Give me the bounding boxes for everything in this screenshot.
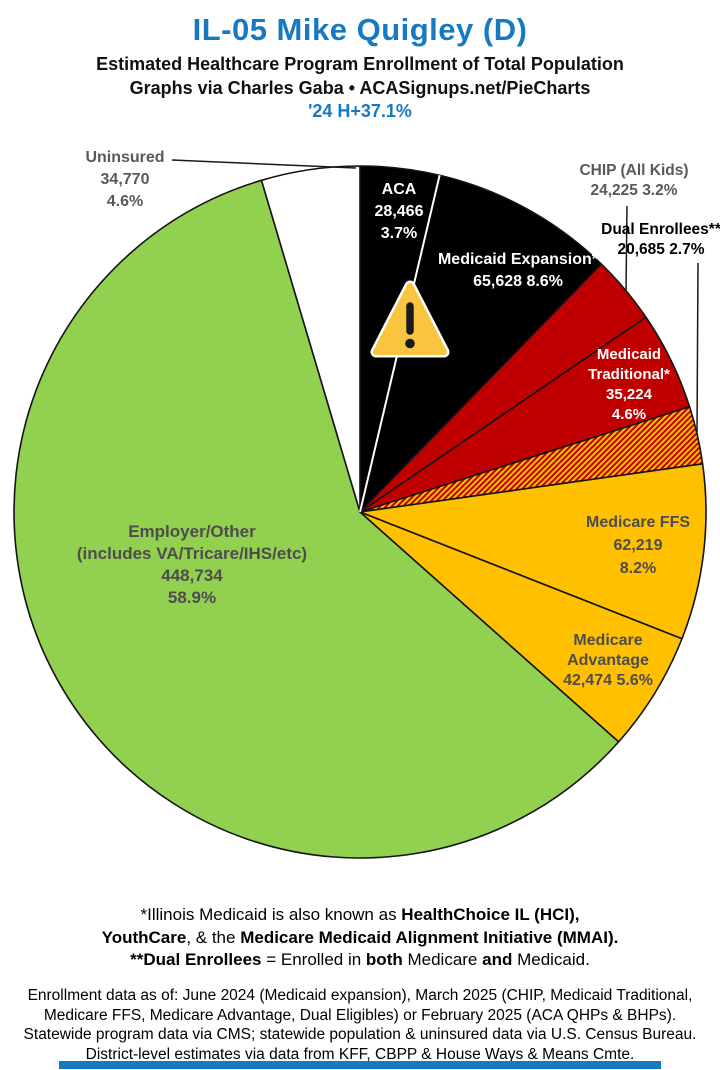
slice-pct: 8.2% [619,560,657,577]
slice-value: 448,734 [161,566,223,585]
credit-line: Graphs via Charles Gaba • ACASignups.net… [129,78,591,98]
slice-name: Medicaid Expansion* [437,251,599,268]
label-dual-enrollees: Dual Enrollees** 20,685 2.7% [601,220,720,260]
slice-subname: (includes VA/Tricare/IHS/etc) [76,544,308,563]
slice-name: CHIP (All Kids) [579,162,689,179]
footnote-line: **Dual Enrollees = Enrolled in both Medi… [130,950,590,969]
label-aca: ACA 28,466 3.7% [375,179,424,245]
footnote-definitions: *Illinois Medicaid is also known as Heal… [0,904,720,972]
slice-name: Employer/Other [128,522,256,541]
slice-name: ACA [381,181,417,198]
leader-dual-enrollees [696,262,699,435]
pie-slice-employer-other [13,179,620,859]
footnote-sources: Enrollment data as of: June 2024 (Medica… [0,986,720,1064]
slice-value-pct: 65,628 8.6% [473,273,563,290]
label-chip: CHIP (All Kids) 24,225 3.2% [579,161,688,201]
label-medicaid-expansion: Medicaid Expansion* 65,628 8.6% [438,249,598,293]
leader-chip [625,205,628,292]
footnote-line: Enrollment data as of: June 2024 (Medica… [27,987,693,1004]
slice-pct: 3.7% [380,225,418,242]
slice-value-pct: 42,474 5.6% [563,672,653,689]
label-uninsured: Uninsured 34,770 4.6% [85,147,164,213]
slice-name: Uninsured [85,149,165,166]
footnote-line: YouthCare, & the Medicare Medicaid Align… [101,927,619,947]
slice-name: Medicare FFS [585,514,691,531]
footnote-line: *Illinois Medicaid is also known as Heal… [140,905,580,924]
slice-value: 34,770 [100,171,150,188]
label-medicaid-traditional: Medicaid Traditional* 35,224 4.6% [569,345,689,425]
slice-pct: 4.6% [611,406,647,423]
slice-name: Dual Enrollees** [601,221,720,238]
slice-value-pct: 24,225 3.2% [590,182,678,199]
label-employer-other: Employer/Other (includes VA/Tricare/IHS/… [77,521,307,609]
bottom-accent-bar [59,1061,661,1069]
slice-name: Medicare Advantage [567,632,649,669]
leader-uninsured [171,159,357,169]
pie-slice-uninsured [260,165,361,513]
footnote-line: District-level estimates via data from K… [85,1045,635,1063]
warning-icon [370,280,450,358]
page-subtitle: Estimated Healthcare Program Enrollment … [96,54,624,74]
slice-value: 62,219 [613,537,663,554]
pie-slice-medicare-ffs [359,463,707,640]
footnote-line: Statewide program data via CMS; statewid… [23,1026,697,1043]
label-medicare-advantage: Medicare Advantage 42,474 5.6% [548,631,668,691]
slice-value: 28,466 [374,203,424,220]
slice-name: Medicaid Traditional* [588,346,670,383]
slice-pct: 58.9% [167,588,217,607]
metric-line: '24 H+37.1% [308,101,412,121]
page-title: IL-05 Mike Quigley (D) [192,12,528,47]
label-medicare-ffs: Medicare FFS 62,219 8.2% [586,511,690,580]
footnote-line: Medicare FFS, Medicare Advantage, Dual E… [43,1006,677,1024]
slice-value-pct: 20,685 2.7% [617,241,705,258]
slice-pct: 4.6% [106,193,144,210]
slice-value: 35,224 [606,386,652,403]
